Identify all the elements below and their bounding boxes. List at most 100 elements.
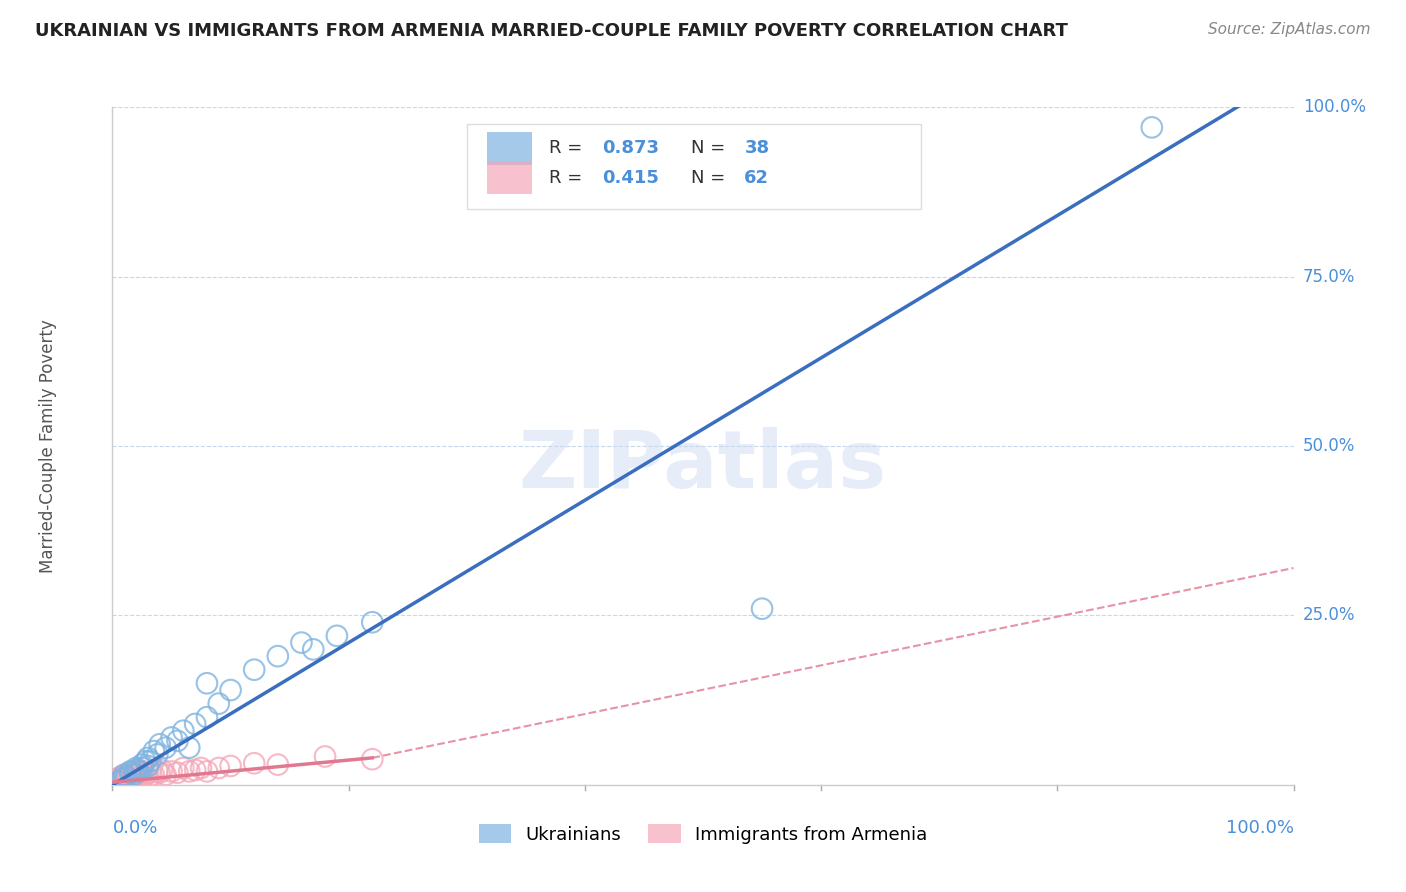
Point [190,761,212,775]
Point [172,723,194,738]
Text: 75.0%: 75.0% [1303,268,1355,285]
Point [120,768,142,782]
Point [105,773,128,788]
Point [146,764,169,779]
Point [172,761,194,775]
Point [110,773,132,788]
Point [179,764,201,779]
Point [121,769,143,783]
Point [107,774,129,789]
Point [111,771,134,785]
Point [195,676,218,690]
Point [112,772,135,786]
Point [125,763,148,777]
Point [128,768,150,782]
Point [1140,120,1163,135]
Point [146,747,169,762]
Point [122,772,145,787]
FancyBboxPatch shape [486,132,531,165]
Text: 0.0%: 0.0% [112,819,157,837]
Point [115,770,138,784]
Point [195,710,218,724]
Text: 0.415: 0.415 [603,169,659,187]
Point [117,771,139,785]
Point [290,635,312,649]
Text: UKRAINIAN VS IMMIGRANTS FROM ARMENIA MARRIED-COUPLE FAMILY POVERTY CORRELATION C: UKRAINIAN VS IMMIGRANTS FROM ARMENIA MAR… [35,22,1069,40]
Legend: Ukrainians, Immigrants from Armenia: Ukrainians, Immigrants from Armenia [478,824,928,844]
Text: 100.0%: 100.0% [1303,98,1367,116]
Point [127,764,149,779]
Point [111,773,134,788]
Point [142,768,165,782]
Point [219,759,242,773]
Point [120,768,142,782]
Point [117,771,139,785]
FancyBboxPatch shape [467,124,921,209]
Point [179,740,201,755]
Point [112,768,135,782]
Point [150,763,173,777]
Point [149,765,172,780]
Text: 62: 62 [744,169,769,187]
Point [267,649,290,664]
Point [120,765,142,780]
Point [136,765,159,780]
FancyBboxPatch shape [486,161,531,194]
Point [139,754,162,768]
Point [195,764,218,779]
Point [166,765,188,780]
Point [160,764,183,779]
Point [125,765,148,780]
Point [208,761,231,775]
Point [125,770,148,784]
Point [108,772,131,787]
Text: 38: 38 [744,139,769,157]
Point [361,615,384,630]
Point [243,663,266,677]
Text: ZIPatlas: ZIPatlas [519,427,887,506]
Point [314,749,336,764]
Point [326,629,349,643]
Point [115,769,138,783]
Point [219,683,242,698]
Point [135,768,157,782]
Point [136,759,159,773]
Point [131,761,153,775]
Text: 0.873: 0.873 [603,139,659,157]
Point [155,740,177,755]
Point [124,770,146,784]
Point [135,754,157,768]
Point [112,774,135,789]
Point [208,697,231,711]
Text: N =: N = [692,169,731,187]
Point [243,756,266,771]
Point [155,768,177,782]
Point [302,642,325,657]
Point [120,764,142,779]
Point [132,764,155,779]
Point [114,770,136,784]
Point [122,768,145,782]
Point [111,771,134,785]
Point [131,764,153,779]
Point [361,752,384,766]
Point [108,772,131,787]
Point [120,771,142,785]
Text: N =: N = [692,139,731,157]
Point [129,768,152,782]
Point [131,757,153,772]
Point [267,757,290,772]
Point [751,601,773,615]
Point [142,744,165,758]
Point [107,771,129,785]
Point [160,731,183,745]
Point [112,771,135,785]
Point [120,773,142,788]
Point [112,768,135,782]
Point [105,773,128,788]
Point [125,761,148,775]
Text: R =: R = [550,169,589,187]
Point [112,771,135,785]
Point [105,774,128,789]
Point [136,751,159,765]
